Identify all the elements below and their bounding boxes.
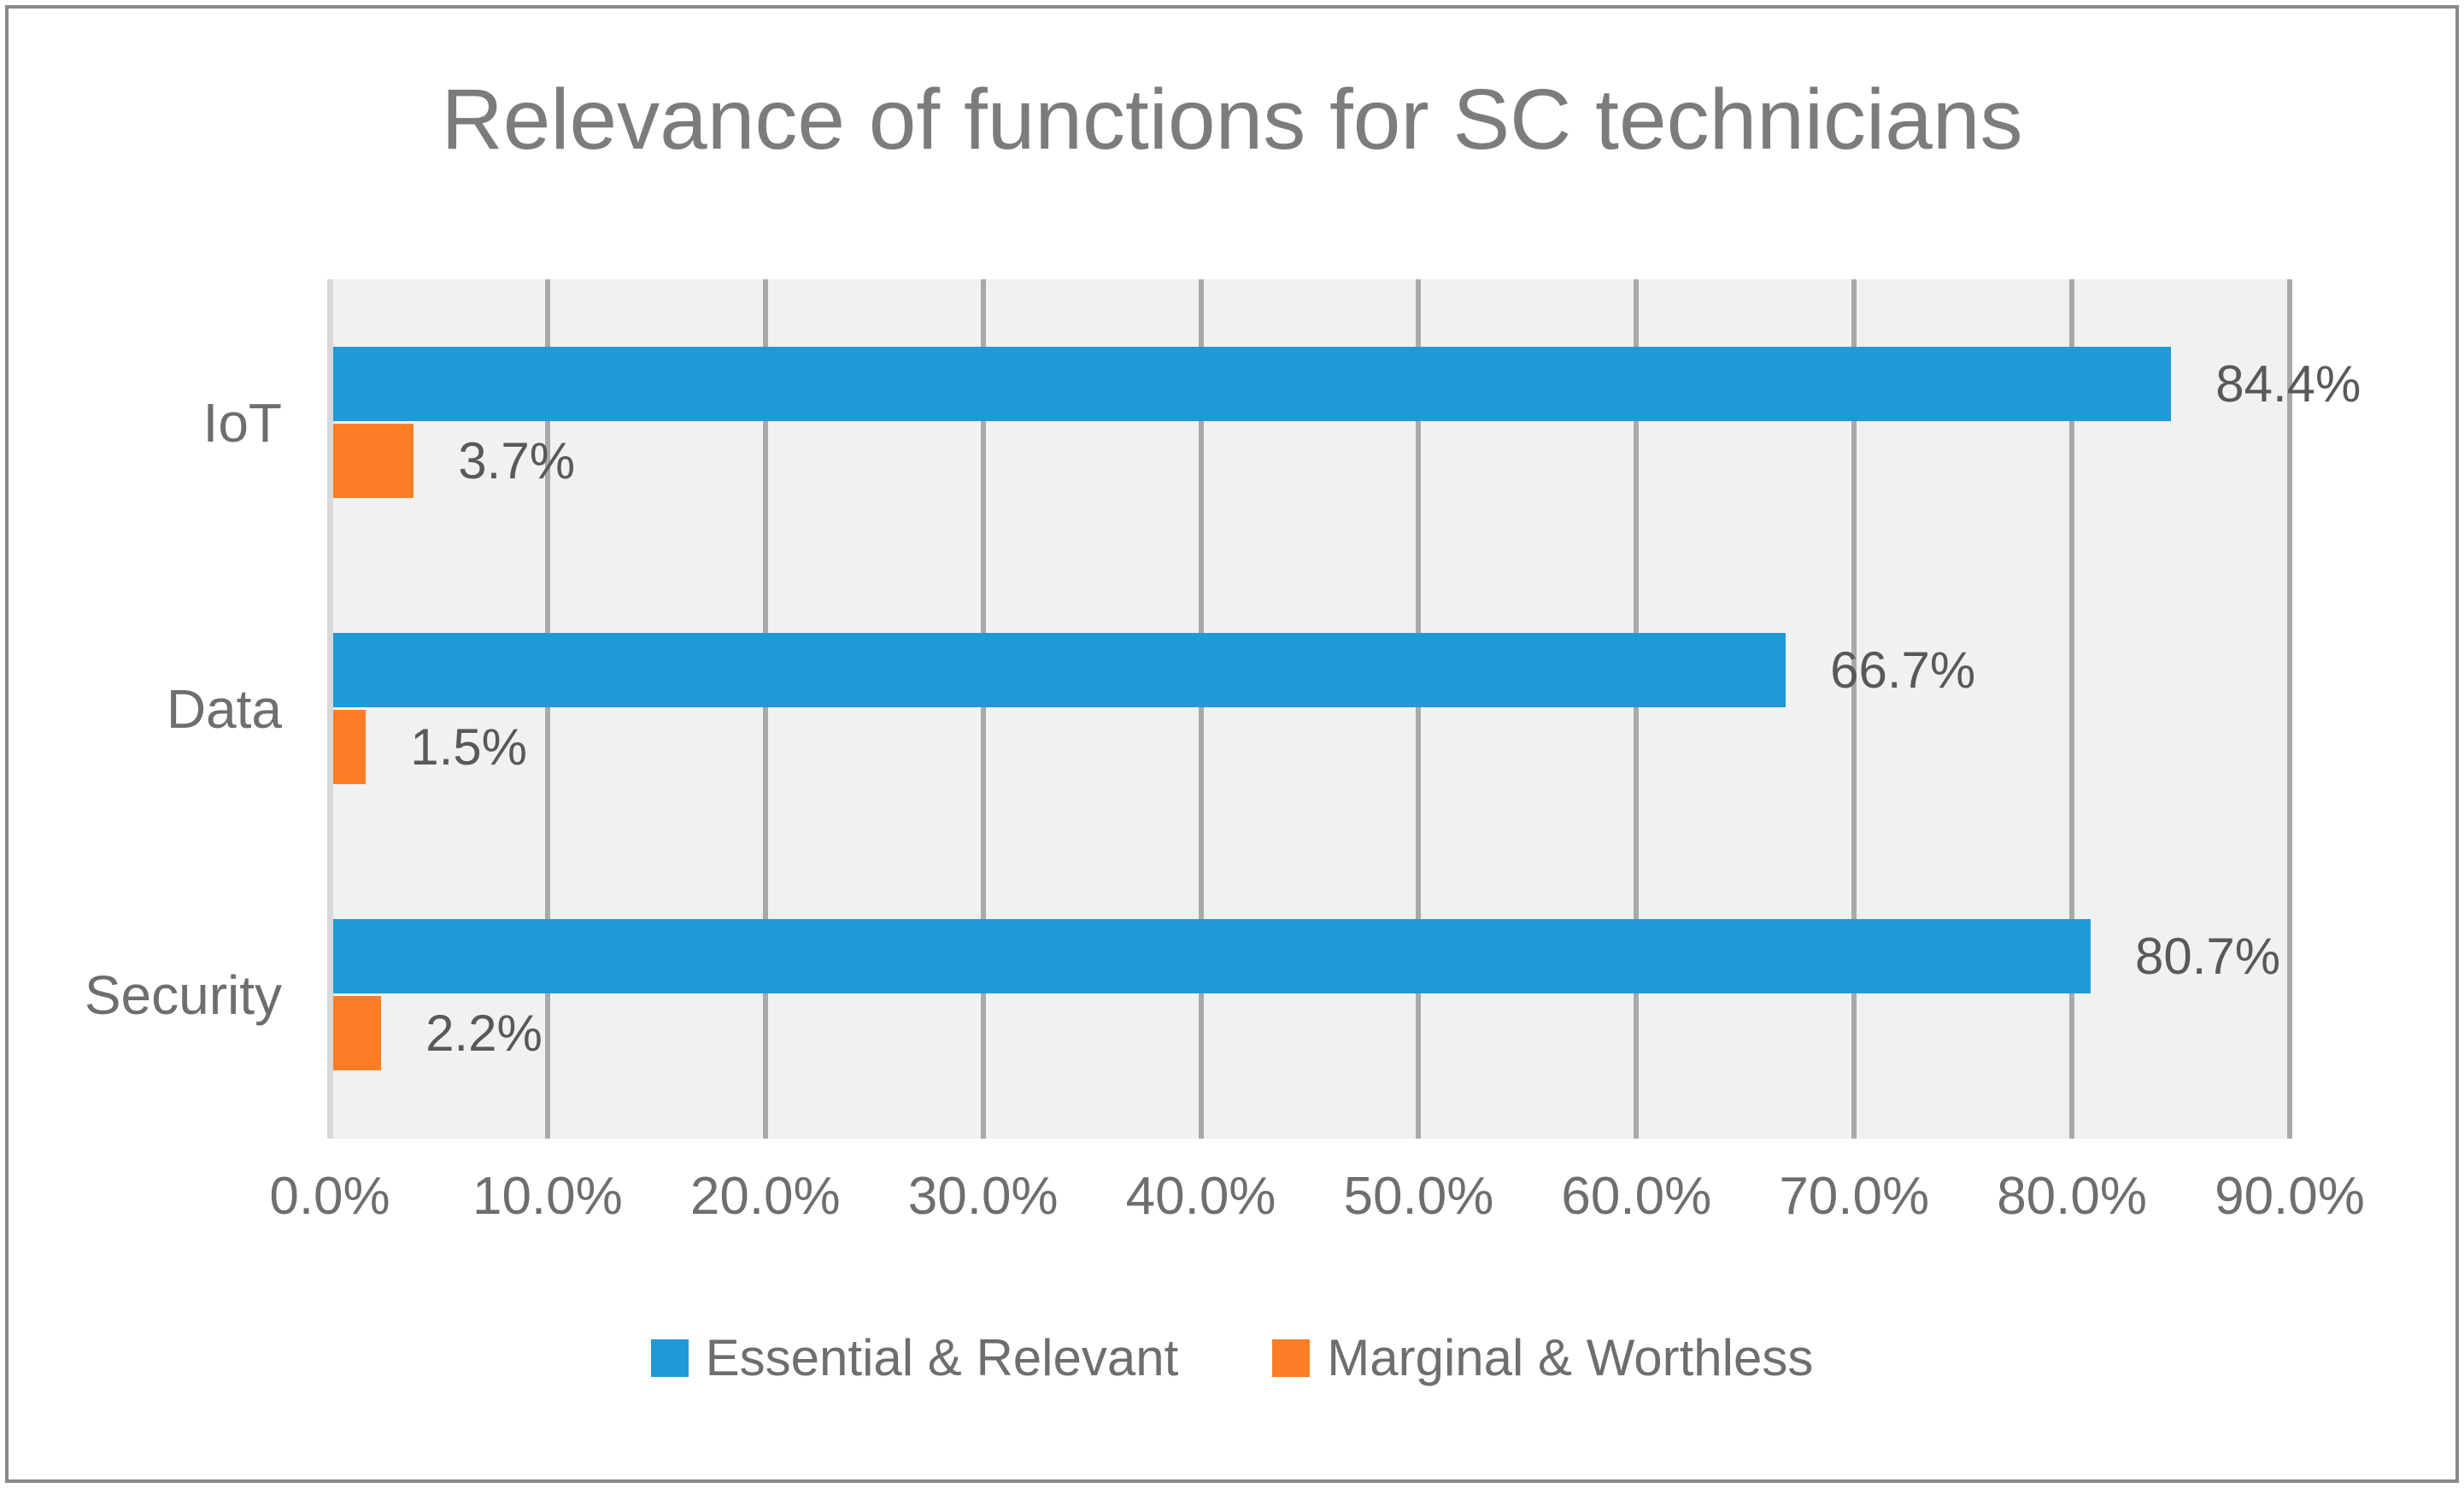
legend-label-essential: Essential & Relevant <box>705 1329 1179 1386</box>
legend-label-marginal: Marginal & Worthless <box>1327 1329 1814 1386</box>
gridline-80pct <box>2069 279 2075 1139</box>
chart-title: Relevance of functions for SC technician… <box>441 72 2023 167</box>
x-tick-label: 20.0% <box>689 1167 841 1226</box>
x-tick-label: 0.0% <box>269 1167 390 1226</box>
bar-row: 84.4% <box>333 347 2361 421</box>
bar-marginal-data <box>333 710 367 784</box>
legend-item-marginal: Marginal & Worthless <box>1272 1328 1813 1387</box>
x-tick-label: 30.0% <box>907 1167 1059 1226</box>
category-label-data: Data <box>166 677 282 740</box>
x-tick-label: 40.0% <box>1125 1167 1276 1226</box>
x-tick-label: 80.0% <box>1997 1167 2148 1226</box>
bar-row: 66.7% <box>333 633 2293 707</box>
bar-essential-security <box>333 919 2091 993</box>
legend: Essential & Relevant Marginal & Worthles… <box>0 1328 2464 1387</box>
gridline-70pct <box>1851 279 1857 1139</box>
data-label-marginal-iot: 3.7% <box>458 432 576 489</box>
category-axis: IoT Data Security <box>0 279 282 1139</box>
gridline-20pct <box>762 279 768 1139</box>
bar-row: 80.7% <box>333 919 2293 993</box>
legend-marker-essential-icon <box>650 1339 689 1377</box>
x-tick-label: 10.0% <box>472 1167 623 1226</box>
x-axis: 0.0% 10.0% 20.0% 30.0% 40.0% 50.0% 60.0%… <box>269 1166 2365 1234</box>
bar-essential-iot <box>333 347 2172 421</box>
gridline-60pct <box>1634 279 1640 1139</box>
bar-row: 2.2% <box>333 996 2293 1070</box>
bar-marginal-iot <box>333 424 414 498</box>
legend-item-essential: Essential & Relevant <box>650 1328 1179 1387</box>
data-label-marginal-security: 2.2% <box>425 1005 543 1062</box>
data-label-essential-data: 66.7% <box>1830 641 1976 699</box>
data-label-essential-security: 80.7% <box>2134 928 2281 985</box>
bar-marginal-security <box>333 996 382 1070</box>
gridline-10pct <box>544 279 550 1139</box>
legend-marker-marginal-icon <box>1272 1339 1311 1377</box>
category-label-iot: IoT <box>202 391 282 454</box>
plot-area: 84.4% 3.7% 66.7% 1.5% 80.7% 2.2% <box>327 279 2361 1139</box>
x-tick-label: 60.0% <box>1561 1167 1712 1226</box>
category-label-security: Security <box>84 964 282 1026</box>
gridline-90pct <box>2287 279 2292 1139</box>
gridline-40pct <box>1198 279 1204 1139</box>
bar-row: 1.5% <box>333 710 2293 784</box>
bar-row: 3.7% <box>333 424 2293 498</box>
gridline-50pct <box>1416 279 1422 1139</box>
gridline-0pct <box>327 279 333 1139</box>
x-tick-label: 70.0% <box>1779 1167 1930 1226</box>
data-label-essential-iot: 84.4% <box>2215 355 2361 413</box>
x-tick-label: 50.0% <box>1343 1167 1494 1226</box>
bar-essential-data <box>333 633 1786 707</box>
x-tick-label: 90.0% <box>2215 1167 2365 1226</box>
data-label-marginal-data: 1.5% <box>410 718 527 776</box>
gridline-30pct <box>980 279 986 1139</box>
